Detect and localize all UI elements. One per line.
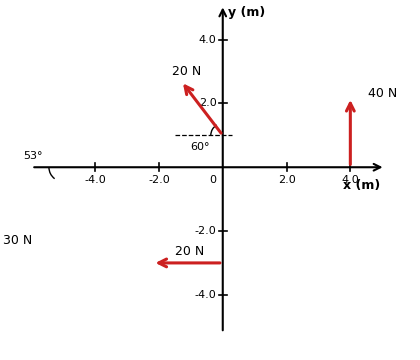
Text: 4.0: 4.0 — [199, 35, 216, 45]
Text: 40 N: 40 N — [368, 87, 397, 100]
Text: 30 N: 30 N — [3, 234, 32, 247]
Text: -4.0: -4.0 — [194, 290, 216, 300]
Text: 60°: 60° — [191, 141, 210, 152]
Text: -2.0: -2.0 — [194, 226, 216, 236]
Text: 2.0: 2.0 — [278, 175, 295, 185]
Text: 0: 0 — [210, 175, 216, 185]
Text: 20 N: 20 N — [175, 245, 204, 258]
Text: x (m): x (m) — [344, 179, 381, 192]
Text: -2.0: -2.0 — [148, 175, 170, 185]
Text: 20 N: 20 N — [172, 65, 201, 78]
Text: 4.0: 4.0 — [341, 175, 359, 185]
Text: 53°: 53° — [23, 151, 43, 161]
Text: y (m): y (m) — [228, 6, 266, 19]
Text: 2.0: 2.0 — [199, 98, 216, 108]
Text: -4.0: -4.0 — [84, 175, 106, 185]
